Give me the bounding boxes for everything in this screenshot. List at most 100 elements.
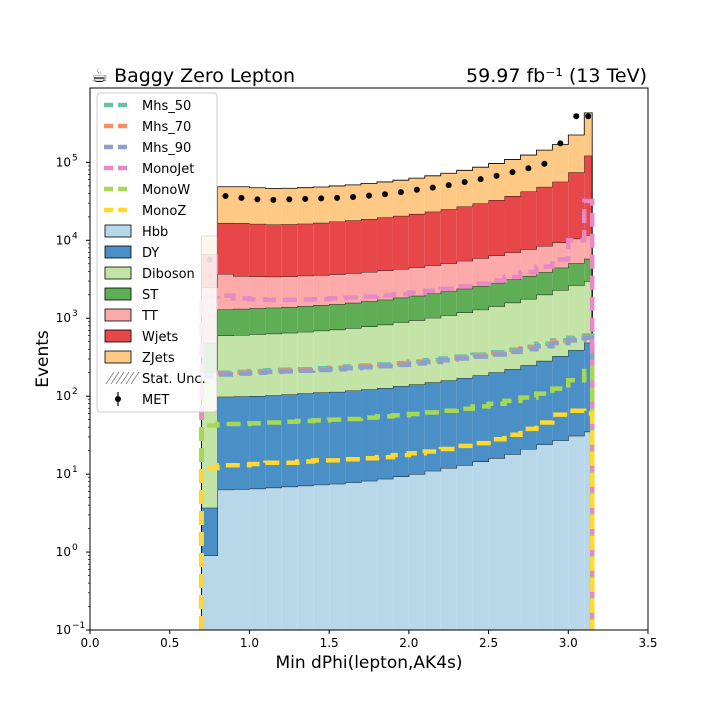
bar-hbb-20 bbox=[520, 449, 537, 630]
legend-label: MET bbox=[142, 393, 169, 408]
y-tick-exponent-2: 1 bbox=[72, 465, 78, 475]
data-point-16 bbox=[461, 178, 468, 185]
bar-st-13 bbox=[408, 295, 425, 321]
legend: Mhs_50 Mhs_70 Mhs_90 MonoJet MonoW MonoZ Hbb DY… bbox=[96, 92, 218, 413]
bar-st-11 bbox=[376, 299, 393, 325]
bar-diboson-17 bbox=[472, 309, 489, 376]
bar-diboson-22 bbox=[552, 290, 569, 357]
bar-hbb-12 bbox=[392, 476, 409, 630]
bar-st-6 bbox=[297, 306, 314, 332]
bar-st-24 bbox=[584, 258, 593, 282]
legend-label: Mhs_90 bbox=[142, 141, 191, 156]
data-point-1 bbox=[222, 193, 229, 200]
bar-diboson-3 bbox=[249, 334, 266, 397]
data-point-3 bbox=[254, 196, 261, 203]
legend-entry-met: MET bbox=[115, 392, 169, 408]
legend-swatch bbox=[104, 350, 132, 364]
data-point-14 bbox=[429, 184, 436, 191]
stack-st bbox=[201, 258, 593, 630]
data-point-21 bbox=[541, 160, 548, 167]
chart-title-left: ☕ Baggy Zero Lepton bbox=[91, 65, 295, 87]
bar-zjets-13 bbox=[408, 178, 425, 214]
y-tick-label-4: 10 bbox=[56, 311, 71, 325]
x-tick-label-3: 1.5 bbox=[320, 636, 339, 650]
bar-st-1 bbox=[217, 309, 234, 336]
bar-wjets-24 bbox=[584, 155, 593, 236]
bar-hbb-11 bbox=[376, 478, 393, 630]
bar-dy-23 bbox=[568, 350, 585, 436]
bar-hbb-23 bbox=[568, 435, 585, 630]
x-tick-label-2: 1.0 bbox=[240, 636, 259, 650]
bar-diboson-7 bbox=[313, 330, 330, 393]
bar-tt-14 bbox=[424, 265, 441, 294]
bar-hbb-14 bbox=[424, 470, 441, 630]
bar-tt-16 bbox=[456, 260, 473, 289]
bar-hbb-10 bbox=[361, 480, 377, 630]
bar-tt-2 bbox=[233, 276, 250, 309]
bar-wjets-2 bbox=[233, 223, 250, 277]
bar-dy-24 bbox=[584, 342, 593, 432]
legend-label: Wjets bbox=[142, 330, 179, 345]
bar-dy-14 bbox=[424, 382, 441, 471]
bar-dy-19 bbox=[504, 369, 521, 455]
bar-hbb-6 bbox=[297, 485, 314, 630]
outline-zjets bbox=[201, 112, 593, 630]
bar-wjets-9 bbox=[345, 220, 362, 274]
bar-st-2 bbox=[233, 308, 250, 336]
bar-wjets-6 bbox=[297, 223, 314, 276]
legend-entry-tt: TT bbox=[104, 308, 158, 324]
bar-hbb-24 bbox=[584, 431, 593, 630]
bar-tt-4 bbox=[265, 276, 282, 308]
bar-dy-8 bbox=[329, 391, 346, 484]
x-tick-label-5: 2.5 bbox=[479, 636, 498, 650]
legend-label: Diboson bbox=[142, 267, 195, 282]
data-point-13 bbox=[413, 186, 420, 193]
legend-label: MonoZ bbox=[142, 204, 186, 219]
legend-entry-hbb: Hbb bbox=[104, 224, 168, 240]
bar-st-10 bbox=[361, 301, 377, 327]
bar-st-9 bbox=[345, 302, 362, 329]
x-tick-label-0: 0.0 bbox=[80, 636, 99, 650]
bar-hbb-22 bbox=[552, 440, 569, 630]
bar-zjets-21 bbox=[536, 150, 553, 187]
bar-diboson-4 bbox=[265, 333, 282, 396]
data-point-19 bbox=[509, 169, 516, 176]
bar-tt-19 bbox=[504, 252, 521, 280]
bar-zjets-23 bbox=[568, 135, 585, 173]
bar-wjets-8 bbox=[329, 221, 346, 275]
bar-dy-0 bbox=[201, 507, 218, 556]
bar-hbb-15 bbox=[440, 467, 457, 630]
chart-title-right: 59.97 fb⁻¹ (13 TeV) bbox=[466, 65, 647, 87]
y-tick-exponent-0: −1 bbox=[72, 621, 85, 631]
bar-wjets-23 bbox=[568, 172, 585, 239]
bar-wjets-5 bbox=[281, 224, 298, 277]
bar-wjets-16 bbox=[456, 206, 473, 261]
bar-dy-11 bbox=[376, 388, 393, 479]
bar-st-21 bbox=[536, 272, 553, 295]
legend-entry-dy: DY bbox=[104, 245, 159, 261]
y-tick-exponent-6: 5 bbox=[72, 153, 78, 163]
legend-hatch bbox=[105, 371, 140, 385]
bar-diboson-21 bbox=[536, 294, 553, 361]
bar-hbb-5 bbox=[281, 486, 298, 630]
data-point-8 bbox=[334, 194, 341, 201]
data-point-20 bbox=[525, 165, 532, 172]
data-point-5 bbox=[286, 196, 293, 203]
bar-tt-24 bbox=[584, 235, 593, 259]
legend-swatch bbox=[104, 287, 132, 301]
y-tick-label-6: 10 bbox=[56, 155, 71, 169]
stack-hbb bbox=[201, 431, 593, 630]
bar-wjets-19 bbox=[504, 196, 521, 253]
bar-tt-22 bbox=[552, 242, 569, 268]
bar-zjets-15 bbox=[440, 173, 457, 210]
plot-area bbox=[89, 87, 649, 631]
bar-dy-21 bbox=[536, 360, 553, 445]
bar-st-4 bbox=[265, 307, 282, 334]
data-point-9 bbox=[350, 193, 357, 200]
bar-wjets-22 bbox=[552, 181, 569, 243]
bar-dy-4 bbox=[265, 395, 282, 488]
bar-st-7 bbox=[313, 305, 330, 331]
bar-hbb-17 bbox=[472, 461, 489, 630]
signal-line-monow bbox=[199, 365, 595, 630]
bar-wjets-3 bbox=[249, 223, 266, 277]
